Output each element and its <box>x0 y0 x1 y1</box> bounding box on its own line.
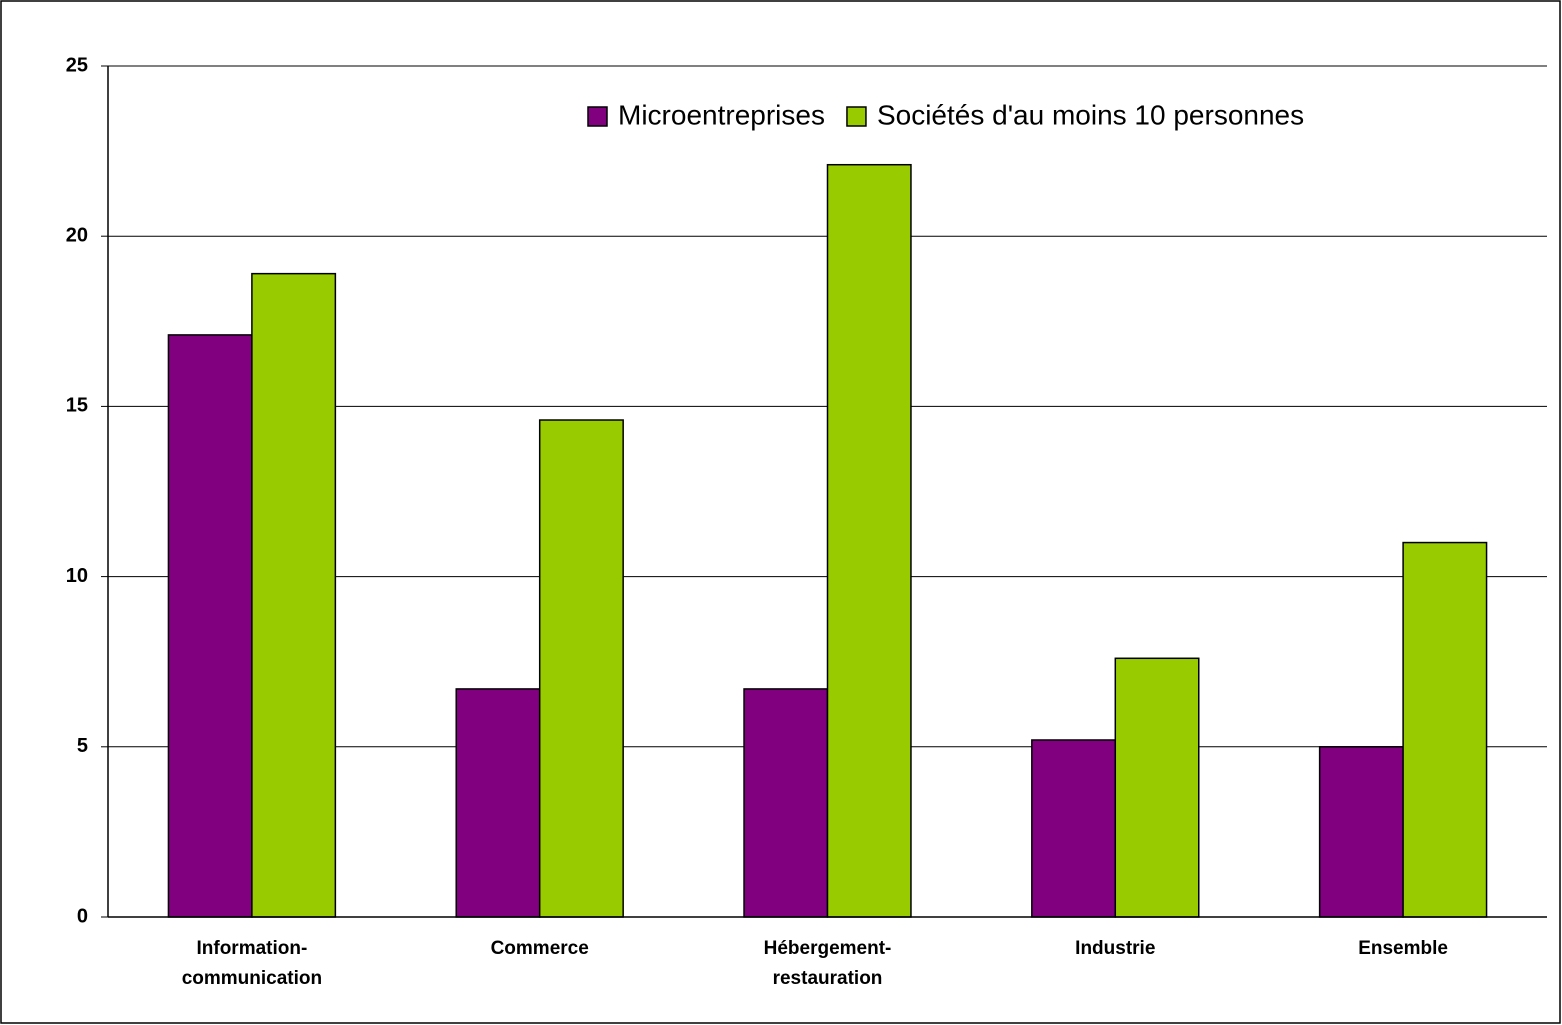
x-tick-label: Hébergement-restauration <box>764 938 892 989</box>
y-tick-label: 15 <box>66 395 88 417</box>
legend-label: Microentreprises <box>618 99 825 130</box>
bar <box>1114 657 1200 918</box>
bar <box>743 688 829 918</box>
x-tick-label: Industrie <box>1075 938 1155 959</box>
y-tick-label: 5 <box>77 735 88 757</box>
bar <box>251 272 337 918</box>
y-tick-label: 0 <box>77 905 88 927</box>
bar <box>538 419 624 918</box>
x-tick-label: Ensemble <box>1358 938 1448 959</box>
legend-label: Sociétés d'au moins 10 personnes <box>877 99 1304 130</box>
bar <box>826 163 912 918</box>
x-tick-label: Commerce <box>491 938 589 959</box>
bar <box>167 334 253 918</box>
legend-swatch <box>587 106 608 127</box>
x-tick-label: Information-communication <box>182 938 322 989</box>
bar <box>1402 541 1488 918</box>
bar <box>455 688 541 918</box>
bar <box>1318 746 1404 918</box>
bar <box>1031 739 1117 918</box>
y-tick-label: 10 <box>66 565 88 587</box>
y-tick-label: 25 <box>66 54 88 76</box>
y-tick-label: 20 <box>66 224 88 246</box>
legend-swatch <box>846 106 867 127</box>
